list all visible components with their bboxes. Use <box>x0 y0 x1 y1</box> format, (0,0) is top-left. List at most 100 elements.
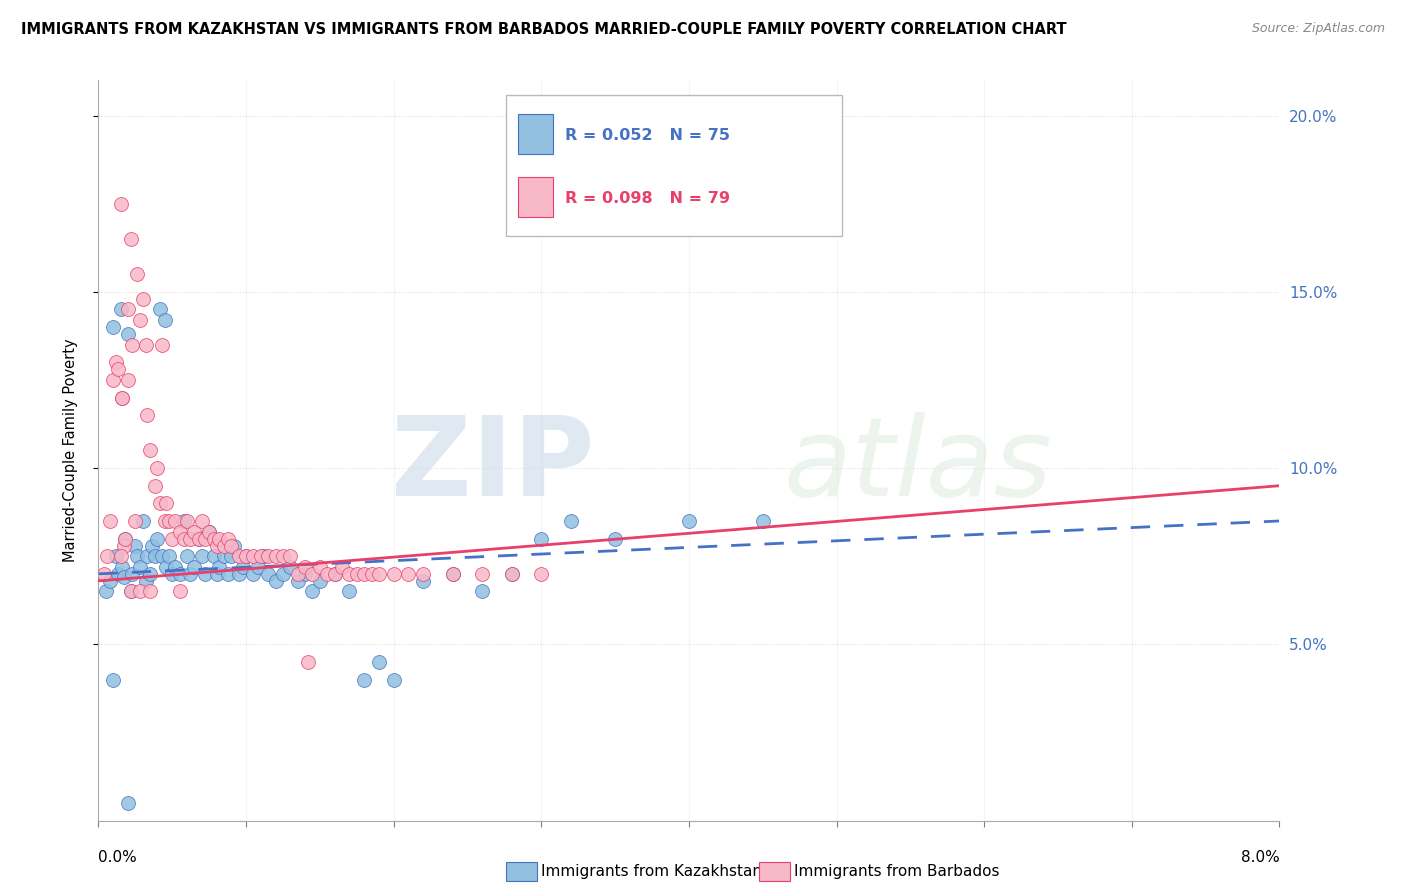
Point <box>208 559 231 574</box>
Point <box>441 566 464 581</box>
Point <box>323 566 346 581</box>
Point <box>165 514 187 528</box>
Point <box>316 566 339 581</box>
Point <box>323 566 346 581</box>
Point <box>120 232 142 246</box>
Text: 0.0%: 0.0% <box>98 850 138 865</box>
Point <box>105 355 128 369</box>
Point <box>114 532 136 546</box>
Point <box>183 559 205 574</box>
Point <box>752 514 775 528</box>
Point <box>139 584 162 599</box>
Point <box>368 655 391 669</box>
Point <box>250 549 273 564</box>
Point <box>346 566 368 581</box>
Point <box>228 566 250 581</box>
Point <box>120 584 142 599</box>
Point <box>560 514 582 528</box>
Point <box>117 302 139 317</box>
Point <box>162 532 183 546</box>
Point <box>128 584 150 599</box>
Point <box>194 532 217 546</box>
Point <box>398 566 420 581</box>
Point <box>228 549 250 564</box>
Point <box>678 514 700 528</box>
Point <box>202 549 225 564</box>
Point <box>360 566 382 581</box>
Point <box>280 549 302 564</box>
Point <box>165 559 187 574</box>
Point <box>301 584 323 599</box>
FancyBboxPatch shape <box>506 95 842 235</box>
Point <box>232 559 254 574</box>
Point <box>153 313 176 327</box>
Point <box>155 496 177 510</box>
Point <box>242 549 264 564</box>
Point <box>179 566 201 581</box>
Point <box>143 549 166 564</box>
Point <box>412 566 434 581</box>
Point <box>187 532 209 546</box>
Point <box>412 574 434 588</box>
Point <box>157 514 180 528</box>
Point <box>155 559 177 574</box>
Point <box>125 549 148 564</box>
Point <box>111 559 134 574</box>
Point <box>246 559 269 574</box>
Point <box>264 549 287 564</box>
Point <box>146 532 169 546</box>
Point <box>224 539 246 553</box>
Point <box>605 532 627 546</box>
Point <box>117 796 139 810</box>
Point <box>208 532 231 546</box>
Text: 8.0%: 8.0% <box>1240 850 1279 865</box>
Point <box>212 539 235 553</box>
Point <box>287 566 309 581</box>
Point <box>128 313 150 327</box>
Point <box>135 337 157 351</box>
Point <box>221 549 243 564</box>
Point <box>105 549 128 564</box>
Point <box>173 532 195 546</box>
Point <box>205 566 228 581</box>
Point <box>112 570 135 584</box>
Point <box>530 532 553 546</box>
Point <box>98 574 121 588</box>
Point <box>103 320 125 334</box>
Point <box>339 566 361 581</box>
Point <box>124 539 146 553</box>
Point <box>530 566 553 581</box>
Point <box>169 584 191 599</box>
Point <box>107 566 129 581</box>
Point <box>157 549 180 564</box>
Point <box>149 496 172 510</box>
Point <box>114 532 136 546</box>
Point <box>191 514 214 528</box>
Point <box>136 408 159 422</box>
Point <box>173 514 195 528</box>
Point <box>112 539 135 553</box>
Point <box>187 532 209 546</box>
Point <box>117 373 139 387</box>
Point <box>264 574 287 588</box>
Point <box>353 566 375 581</box>
Y-axis label: Married-Couple Family Poverty: Married-Couple Family Poverty <box>63 339 77 562</box>
Point <box>117 327 139 342</box>
Point <box>205 539 228 553</box>
Point <box>242 566 264 581</box>
Point <box>353 673 375 687</box>
Point <box>501 566 523 581</box>
Point <box>297 655 319 669</box>
Point <box>124 514 146 528</box>
Text: Immigrants from Barbados: Immigrants from Barbados <box>794 864 1000 879</box>
Point <box>141 539 163 553</box>
Point <box>191 549 214 564</box>
Text: IMMIGRANTS FROM KAZAKHSTAN VS IMMIGRANTS FROM BARBADOS MARRIED-COUPLE FAMILY POV: IMMIGRANTS FROM KAZAKHSTAN VS IMMIGRANTS… <box>21 22 1067 37</box>
Point <box>202 532 225 546</box>
Point <box>501 566 523 581</box>
Point <box>382 566 405 581</box>
Point <box>121 337 143 351</box>
Point <box>110 196 132 211</box>
Point <box>169 524 191 539</box>
Point <box>110 302 132 317</box>
